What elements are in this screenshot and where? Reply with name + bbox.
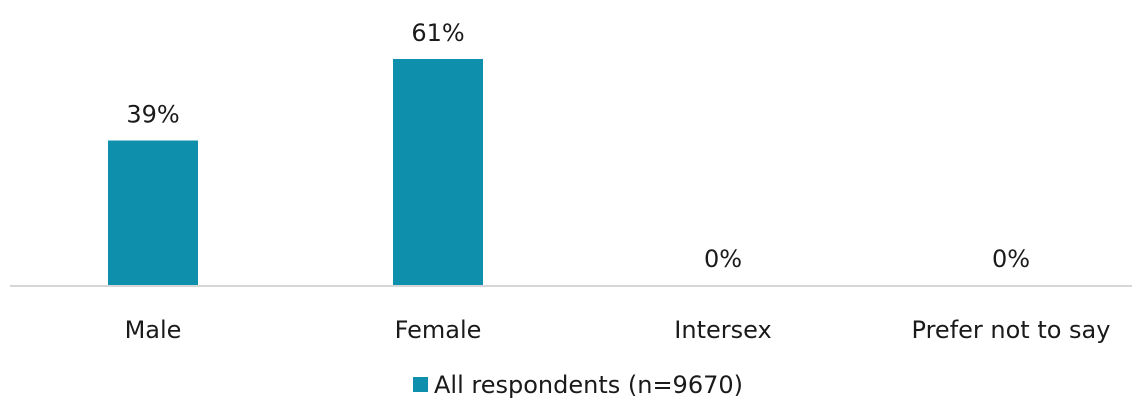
- data-label-intersex: 0%: [704, 245, 742, 273]
- legend-swatch: [413, 377, 428, 392]
- bar-male: [108, 140, 198, 285]
- x-tick-label-intersex: Intersex: [674, 316, 771, 344]
- data-label-female: 61%: [411, 19, 464, 47]
- data-labels-layer: 39% 61% 0% 0%: [126, 19, 1030, 273]
- x-tick-labels-layer: Male Female Intersex Prefer not to say: [125, 316, 1111, 344]
- legend: All respondents (n=9670): [413, 371, 743, 399]
- bar-female: [393, 59, 483, 285]
- data-label-male: 39%: [126, 101, 179, 129]
- x-tick-label-prefer-not-to-say: Prefer not to say: [912, 316, 1111, 344]
- x-tick-label-male: Male: [125, 316, 182, 344]
- legend-label: All respondents (n=9670): [434, 371, 743, 399]
- x-tick-label-female: Female: [395, 316, 482, 344]
- bars-layer: [108, 59, 483, 285]
- data-label-prefer-not-to-say: 0%: [992, 245, 1030, 273]
